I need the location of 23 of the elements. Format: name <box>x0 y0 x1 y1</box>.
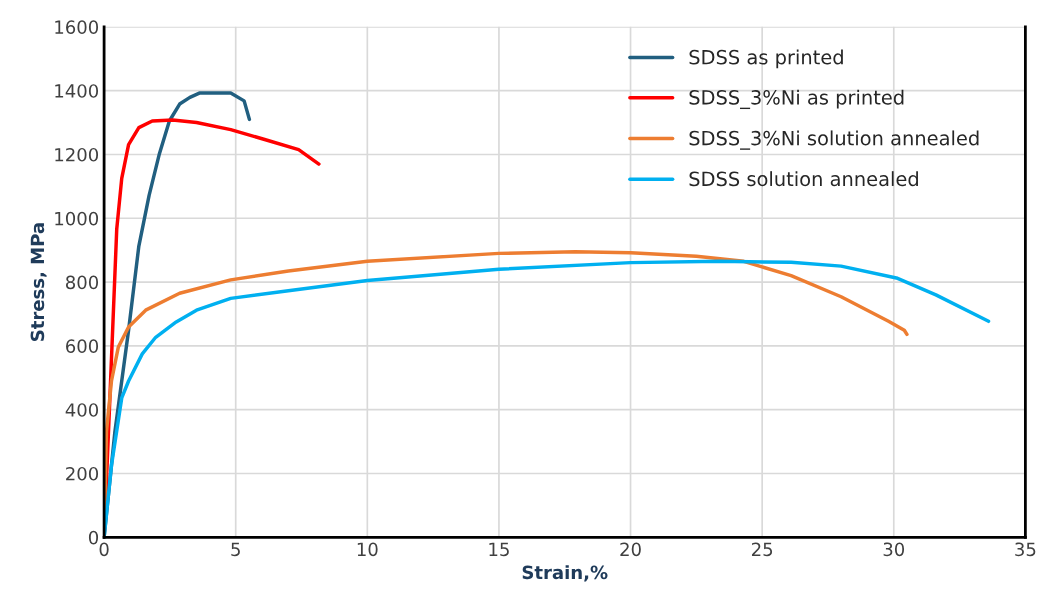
y-tick-label: 600 <box>66 339 99 353</box>
y-tick-label: 0 <box>88 530 99 545</box>
legend-label: SDSS solution annealed <box>689 171 918 187</box>
x-tick-label: 20 <box>620 542 641 557</box>
x-tick-label: 25 <box>752 542 773 557</box>
x-tick-label: 5 <box>231 542 240 557</box>
x-tick-label: 10 <box>357 542 378 557</box>
x-tick-label: 30 <box>883 542 905 557</box>
y-axis-title: Stress, MPa <box>30 223 47 341</box>
x-tick-label: 35 <box>1015 542 1036 557</box>
legend-label: SDSS_3%Ni solution annealed <box>689 130 979 150</box>
x-tick-label: 15 <box>489 542 509 557</box>
x-tick-label: 0 <box>99 542 109 557</box>
y-tick-label: 1000 <box>55 211 99 226</box>
y-tick-label: 400 <box>65 403 99 417</box>
legend-label: SDSS_3%Ni as printed <box>689 89 904 110</box>
y-tick-label: 1600 <box>55 20 99 34</box>
y-tick-label: 1200 <box>55 147 99 162</box>
y-tick-label: 800 <box>66 275 99 290</box>
legend-label: SDSS as printed <box>689 49 843 69</box>
y-tick-label: 200 <box>66 466 99 481</box>
x-axis-title: Strain,% <box>522 565 608 582</box>
y-tick-label: 1400 <box>55 84 99 98</box>
